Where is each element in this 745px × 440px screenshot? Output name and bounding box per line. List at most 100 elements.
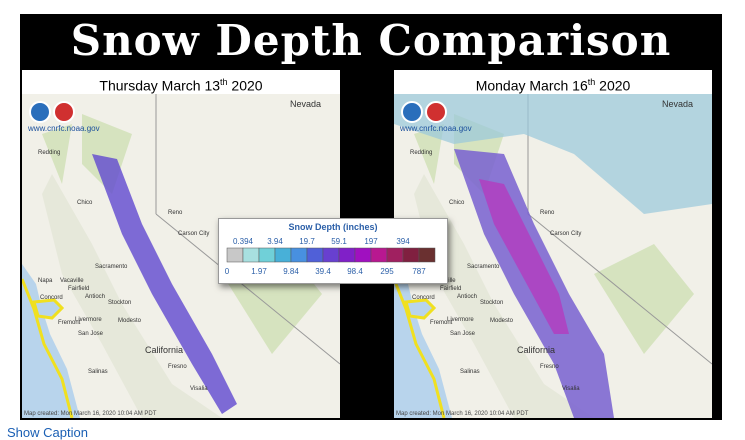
legend-swatch	[258, 247, 276, 263]
legend-lower-label: 39.4	[315, 267, 331, 276]
flood-zone	[22, 278, 74, 418]
year: 2020	[231, 77, 263, 94]
legend-swatch	[402, 247, 420, 263]
legend-upper-label: 0.394	[233, 237, 254, 246]
panel-header: Monday March 16th 2020	[394, 70, 712, 94]
legend-title: Snow Depth (inches)	[288, 222, 377, 232]
city-label: California	[517, 345, 555, 355]
city-label: Napa	[38, 278, 53, 284]
legend-swatch	[226, 247, 244, 263]
city-label: San Jose	[450, 331, 476, 337]
city-label: Stockton	[480, 300, 503, 306]
city-label: Nevada	[290, 99, 321, 109]
snow-band	[92, 154, 237, 414]
map: www.cnrfc.noaa.gov Redding Chico Reno Carson…	[22, 94, 340, 418]
city-label: Visalia	[562, 386, 580, 392]
legend-upper-label: 19.7	[299, 237, 315, 246]
city-label: Carson City	[550, 231, 581, 237]
city-label: San Jose	[78, 331, 104, 337]
city-label: Concord	[412, 295, 435, 301]
legend-swatch	[418, 247, 436, 263]
city-label: Livermore	[75, 317, 102, 323]
legend-upper-label: 3.94	[267, 237, 283, 246]
legend-swatch	[370, 247, 388, 263]
state-border	[527, 213, 712, 365]
map-created: Map created: Mon March 16, 2020 10:04 AM…	[24, 411, 157, 417]
agency-url: www.cnrfc.noaa.gov	[27, 124, 100, 133]
nws-logo	[53, 101, 75, 123]
noaa-logo	[401, 101, 423, 123]
noaa-logo	[29, 101, 51, 123]
map: www.cnrfc.noaa.gov Redding Chico Reno Carson…	[394, 94, 712, 418]
image-frame: Snow Depth Comparison Thursday March 13t…	[20, 14, 722, 420]
date: Monday March 16	[475, 77, 588, 94]
city-label: Sacramento	[95, 264, 128, 270]
legend-upper-label: 59.1	[331, 237, 347, 246]
city-label: Carson City	[178, 231, 209, 237]
map-created: Map created: Mon March 16, 2020 10:04 AM…	[396, 411, 529, 417]
city-label: California	[145, 345, 183, 355]
snow-deep	[479, 179, 569, 334]
city-label: Modesto	[490, 318, 514, 324]
city-label: Chico	[449, 200, 465, 206]
city-label: Fresno	[540, 364, 559, 370]
legend-lower-label: 295	[380, 267, 394, 276]
city-label: Fairfield	[68, 286, 89, 292]
legend-upper-label: 197	[364, 237, 378, 246]
city-label: Fairfield	[440, 286, 461, 292]
legend-lower-label: 1.97	[251, 267, 267, 276]
legend-lower-label: 787	[412, 267, 426, 276]
title: Snow Depth Comparison	[70, 16, 672, 65]
legend-swatch	[322, 247, 340, 263]
city-label: Salinas	[460, 369, 480, 375]
state-border	[155, 213, 340, 365]
city-label: Concord	[40, 295, 63, 301]
city-label: Chico	[77, 200, 93, 206]
city-label: Livermore	[447, 317, 474, 323]
legend-lower-label: 0	[225, 267, 230, 276]
city-label: Reno	[540, 210, 555, 216]
city-label: Vacaville	[60, 278, 84, 284]
date-suffix: th	[220, 77, 228, 87]
legend-swatch	[274, 247, 292, 263]
city-label: Nevada	[662, 99, 693, 109]
city-label: Salinas	[88, 369, 108, 375]
flood-zone	[394, 278, 446, 418]
city-label: Reno	[168, 210, 183, 216]
bay	[32, 298, 65, 320]
legend-lower-label: 9.84	[283, 267, 299, 276]
date: Thursday March 13	[99, 77, 221, 94]
city-label: Redding	[410, 150, 432, 156]
city-label: Redding	[38, 150, 60, 156]
legend-lower-label: 98.4	[347, 267, 363, 276]
city-label: Antioch	[457, 294, 477, 300]
city-label: Visalia	[190, 386, 208, 392]
map-panel: Thursday March 13th 2020 www.cnrfc.noaa.…	[22, 70, 340, 418]
legend-swatch	[306, 247, 324, 263]
valley	[414, 174, 594, 418]
city-label: Sacramento	[467, 264, 500, 270]
city-label: Fremont	[58, 320, 81, 326]
city-label: Modesto	[118, 318, 142, 324]
city-label: Antioch	[85, 294, 105, 300]
show-caption-link[interactable]: Show Caption	[7, 425, 88, 440]
legend-swatch	[242, 247, 260, 263]
snow-light	[394, 94, 712, 214]
legend-swatch	[338, 247, 356, 263]
legend-swatch	[386, 247, 404, 263]
bay	[404, 298, 437, 320]
panel-header: Thursday March 13th 2020	[22, 70, 340, 94]
year: 2020	[599, 77, 631, 94]
map-panel: Monday March 16th 2020 www.cnrfc.noaa.go…	[394, 70, 712, 418]
nws-logo	[425, 101, 447, 123]
legend-swatch	[290, 247, 308, 263]
legend-swatch	[354, 247, 372, 263]
legend: Snow Depth (inches) 0.394 3.94 19.7 59.1 197…	[218, 218, 448, 284]
valley	[42, 174, 222, 418]
date-suffix: th	[587, 77, 596, 87]
city-label: Stockton	[108, 300, 131, 306]
legend-upper-label: 394	[396, 237, 410, 246]
city-label: Fremont	[430, 320, 453, 326]
city-label: Fresno	[168, 364, 187, 370]
